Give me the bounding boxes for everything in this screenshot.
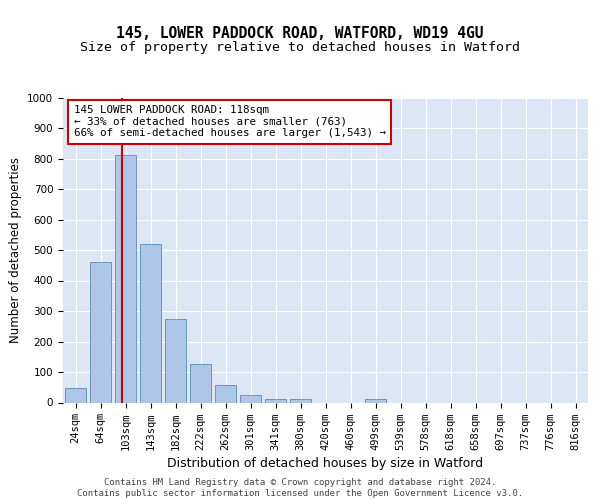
Bar (240, 395, 261, 402)
Text: 145 LOWER PADDOCK ROAD: 118sqm
← 33% of detached houses are smaller (763)
66% of: 145 LOWER PADDOCK ROAD: 118sqm ← 33% of … (74, 105, 386, 138)
Bar (290, 398, 311, 402)
Bar (165, 318, 186, 402)
Y-axis label: Number of detached properties: Number of detached properties (8, 157, 22, 343)
Bar (265, 399, 286, 402)
Bar (90, 262, 111, 402)
Text: 145, LOWER PADDOCK ROAD, WATFORD, WD19 4GU: 145, LOWER PADDOCK ROAD, WATFORD, WD19 4… (116, 26, 484, 41)
Bar (65, 388, 86, 402)
Text: Size of property relative to detached houses in Watford: Size of property relative to detached ho… (80, 41, 520, 54)
Bar (190, 364, 211, 403)
Bar (215, 385, 236, 402)
X-axis label: Distribution of detached houses by size in Watford: Distribution of detached houses by size … (167, 456, 484, 469)
Bar (365, 400, 386, 402)
Bar (115, 156, 136, 402)
Text: Contains HM Land Registry data © Crown copyright and database right 2024.
Contai: Contains HM Land Registry data © Crown c… (77, 478, 523, 498)
Bar (140, 244, 161, 402)
